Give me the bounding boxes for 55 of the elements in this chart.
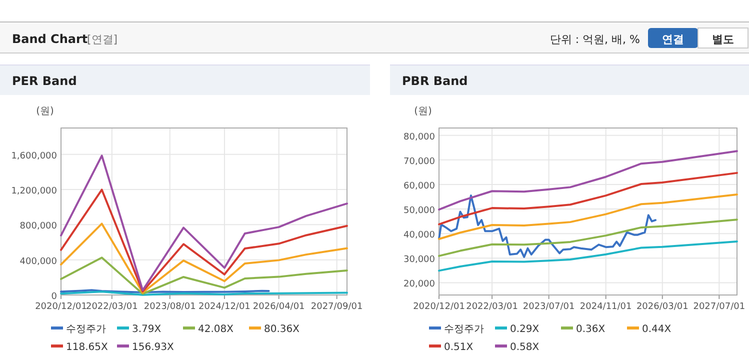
y-tick-label: 800,000 [20, 222, 58, 232]
line-series [438, 218, 738, 257]
y-tick-label: 1,200,000 [11, 186, 58, 197]
x-tick-label: 2024/12/01 [198, 302, 250, 312]
chart-title: PBR Band [402, 74, 468, 88]
y-tick-label: 80,000 [404, 132, 436, 142]
line-series [438, 150, 738, 211]
x-tick-label: 2026/03/01 [636, 302, 688, 312]
y-tick-label: 400,000 [20, 256, 58, 267]
line-series [60, 222, 348, 294]
text: [연결] [87, 33, 118, 46]
line-series [60, 154, 348, 292]
y-tick-label: 60,000 [404, 181, 436, 192]
legend-label: 0.51X [444, 342, 474, 353]
x-tick-label: 2022/03/01 [86, 302, 138, 312]
y-tick-label: 50,000 [404, 206, 436, 216]
chart-title: PER Band [12, 74, 77, 88]
x-tick-label: 2020/12/01 [413, 302, 465, 312]
line-series [438, 172, 738, 226]
line-series [60, 188, 348, 292]
y-tick-label: 30,000 [404, 255, 436, 266]
line-series [438, 194, 738, 240]
line-series [438, 194, 656, 258]
text: 별도 [712, 33, 734, 46]
x-tick-label: 2027/09/01 [310, 302, 363, 312]
text: Band Chart [12, 32, 88, 46]
legend-label: 118.65X [66, 342, 108, 353]
y-tick-label: 20,000 [404, 280, 436, 290]
y-axis-title: (원) [414, 106, 432, 117]
legend-label: 156.93X [132, 342, 174, 353]
text: 단위 : 억원, 배, % [550, 33, 640, 46]
legend-label: 0.29X [510, 324, 540, 335]
y-tick-label: 0 [51, 292, 58, 302]
legend-label: 0.36X [576, 324, 606, 335]
legend-label: 수정주가 [444, 324, 484, 335]
legend-label: 42.08X [198, 324, 234, 335]
x-tick-label: 2020/12/01 [35, 302, 87, 312]
line-series [60, 256, 348, 295]
x-tick-label: 2026/04/01 [252, 302, 305, 312]
legend-label: 0.58X [510, 342, 540, 353]
x-tick-label: 2024/11/01 [580, 302, 632, 312]
legend-label: 0.44X [642, 324, 672, 335]
x-tick-label: 2023/08/01 [144, 302, 196, 312]
y-tick-label: 70,000 [404, 156, 436, 167]
x-tick-label: 2027/07/01 [693, 302, 746, 312]
y-tick-label: 40,000 [404, 230, 436, 241]
x-tick-label: 2023/07/01 [522, 302, 575, 312]
y-axis-title: (원) [36, 106, 54, 117]
legend-label: 80.36X [264, 324, 300, 335]
legend-label: 3.79X [132, 324, 162, 335]
y-tick-label: 1,600,000 [11, 151, 58, 162]
legend-label: 수정주가 [66, 324, 106, 335]
text: 연결 [662, 33, 684, 46]
line-series [438, 240, 738, 272]
x-tick-label: 2022/03/01 [466, 302, 518, 312]
